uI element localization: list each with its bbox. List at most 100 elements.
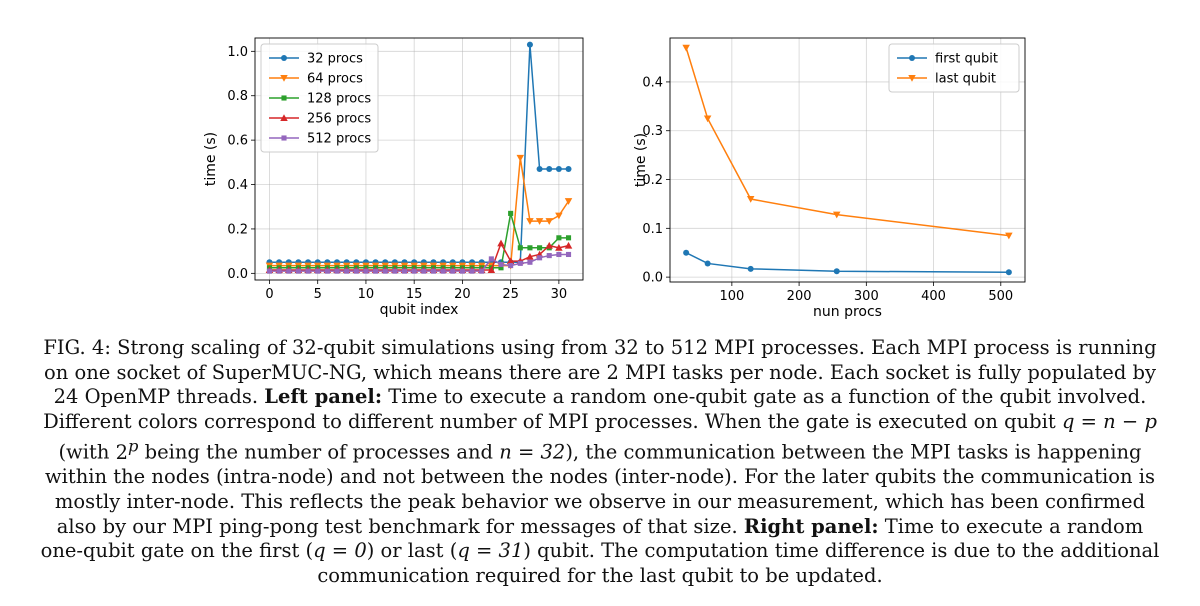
data-point — [1005, 269, 1012, 276]
series-line — [685, 252, 1009, 273]
y-tick-label: 0.6 — [227, 134, 248, 149]
x-tick-label: 300 — [854, 289, 879, 304]
x-axis-label: qubit index — [380, 302, 459, 318]
data-point — [373, 268, 379, 274]
caption-text: Strong scaling of 32-qubit simulations u… — [43, 336, 1157, 409]
legend-marker — [281, 135, 287, 141]
data-point — [682, 44, 690, 52]
data-point — [536, 165, 543, 172]
x-tick-label: 20 — [454, 287, 471, 302]
legend-marker — [909, 55, 915, 61]
data-point — [324, 268, 330, 274]
equation-q-0: q = 0 — [313, 539, 367, 563]
equation-q-n-p: q = n − p — [1061, 409, 1157, 433]
data-point — [535, 218, 544, 225]
y-tick-label: 0.2 — [642, 173, 663, 188]
legend-label: 128 procs — [307, 92, 371, 107]
data-point — [440, 268, 446, 274]
x-tick-label: 10 — [358, 287, 375, 302]
x-tick-label: 25 — [502, 287, 519, 302]
caption-text: (with — [58, 440, 116, 464]
data-point — [832, 211, 841, 219]
data-point — [833, 268, 840, 275]
data-point — [334, 268, 340, 274]
legend-label: 512 procs — [307, 132, 371, 147]
x-tick-label: 0 — [265, 287, 273, 302]
data-point — [537, 245, 543, 251]
data-point — [517, 260, 523, 266]
x-tick-label: 100 — [719, 289, 744, 304]
data-point — [527, 245, 533, 251]
y-axis-label: time (s) — [203, 132, 219, 186]
x-tick-label: 5 — [314, 287, 322, 302]
data-point — [556, 235, 562, 241]
power-of-two: 2p — [116, 436, 139, 464]
data-point — [526, 252, 534, 260]
data-point — [459, 268, 465, 274]
data-point — [683, 249, 690, 256]
data-point — [526, 218, 534, 225]
y-tick-label: 0.8 — [227, 89, 248, 104]
figure-caption: FIG. 4: Strong scaling of 32-qubit simul… — [40, 336, 1160, 588]
right-panel-chart: 100 200 300 400 500 0.0 0.1 0.2 0.3 0.4 nun procs t… — [633, 37, 1026, 320]
legend-label: last qubit — [935, 72, 996, 87]
power-exponent: p — [128, 436, 139, 456]
data-point — [564, 198, 573, 205]
caption-text: ) or last ( — [366, 539, 458, 563]
y-tick-label: 0.4 — [227, 178, 248, 193]
data-point — [266, 268, 273, 274]
data-point — [545, 241, 553, 249]
y-tick-label: 0.2 — [227, 222, 248, 237]
x-tick-label: 30 — [551, 287, 568, 302]
data-point — [286, 268, 292, 274]
data-point — [556, 251, 562, 258]
legend-marker — [281, 55, 287, 61]
data-point — [517, 245, 523, 251]
legend-box — [888, 43, 1020, 93]
legend-label: 32 procs — [307, 52, 363, 67]
equation-n-32: n = 32 — [499, 440, 566, 464]
data-point — [488, 256, 494, 262]
caption-text: ), the communication between the MPI tas… — [44, 440, 1156, 538]
y-tick-label: 0.1 — [642, 222, 663, 237]
caption-text: being the number of processes and — [138, 440, 500, 464]
caption-text: ) qubit. The computation time difference… — [317, 539, 1160, 587]
data-point — [430, 268, 437, 274]
data-point — [421, 268, 427, 274]
data-point — [555, 165, 562, 172]
data-point — [353, 268, 359, 274]
data-point — [392, 268, 398, 274]
data-point — [497, 239, 505, 247]
caption-text: Time to execute a random one-qubit gate … — [43, 385, 1147, 433]
plot-frame — [254, 37, 584, 281]
legend-marker — [280, 114, 288, 121]
data-point — [487, 266, 496, 274]
data-point — [506, 257, 515, 265]
data-point — [565, 165, 572, 172]
y-tick-label: 1.0 — [227, 45, 248, 60]
y-axis-label: time (s) — [633, 133, 649, 187]
data-point — [526, 41, 533, 48]
figure-charts: 0 5 10 15 20 25 30 0.0 0.2 0.4 0.6 0.8 1.0 qubit inde… — [203, 37, 1026, 320]
data-point — [555, 212, 563, 220]
data-point — [295, 268, 301, 274]
x-tick-label: 15 — [406, 287, 423, 302]
data-point — [747, 265, 754, 272]
figure-number: FIG. 4: — [43, 336, 111, 359]
x-tick-label: 200 — [787, 289, 812, 304]
legend-label: 64 procs — [307, 72, 363, 87]
data-point — [305, 268, 311, 274]
legend-box — [260, 43, 379, 153]
data-point — [363, 268, 369, 274]
data-point — [479, 268, 485, 274]
y-tick-label: 0.0 — [642, 271, 663, 286]
data-point — [555, 244, 563, 251]
left-panel-heading: Left panel: — [264, 385, 383, 409]
data-point — [704, 260, 711, 267]
plot-frame — [669, 37, 1026, 283]
data-point — [344, 268, 350, 274]
data-point — [564, 241, 573, 249]
data-point — [508, 210, 514, 216]
data-point — [546, 165, 553, 172]
y-tick-label: 0.4 — [642, 75, 663, 90]
